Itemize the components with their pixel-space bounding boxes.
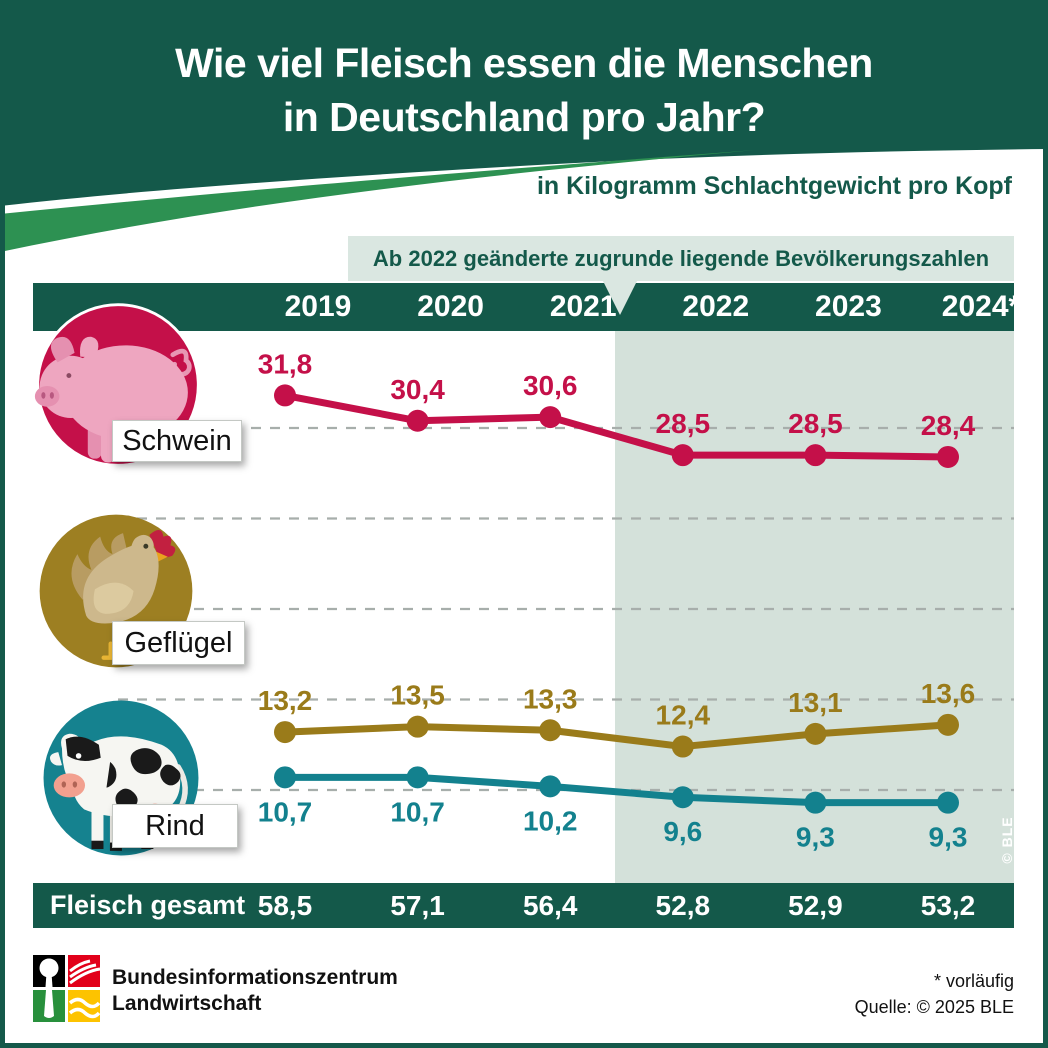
org-name-line1: Bundesinformationszentrum: [112, 966, 398, 989]
year-label-2020: 2020: [417, 290, 484, 323]
note-notch-pointer: [603, 281, 637, 315]
org-name-line2: Landwirtschaft: [112, 992, 262, 1015]
value-label-Rind-2020: 10,7: [390, 796, 445, 827]
total-value-2021: 56,4: [522, 890, 578, 921]
series-label-gefluegel: Geflügel: [112, 621, 245, 665]
population-note: Ab 2022 geänderte zugrunde liegende Bevö…: [348, 236, 1014, 281]
value-label-Schwein-2021: 30,6: [523, 370, 578, 401]
total-value-2024*: 53,2: [920, 890, 976, 921]
year-label-2019: 2019: [284, 290, 352, 323]
page-title-line1: Wie viel Fleisch essen die Menschen: [175, 40, 873, 86]
highlight-region-2022-2024: [615, 331, 1014, 883]
bzl-logo: [33, 955, 101, 1022]
value-label-Schwein-2019: 31,8: [258, 348, 313, 379]
data-point-Rind-2019: [274, 766, 296, 789]
chart-subtitle: in Kilogramm Schlachtgewicht pro Kopf: [536, 172, 1012, 200]
watermark-ble: © BLE: [999, 816, 1015, 864]
totals-label: Fleisch gesamt: [50, 890, 246, 920]
value-label-Schwein-2020: 30,4: [390, 374, 445, 405]
series-label-rind: Rind: [112, 804, 238, 848]
data-point-Schwein-2019: [274, 384, 296, 407]
data-point-Geflügel-2020: [406, 715, 429, 738]
org-name: Bundesinformationszentrum Landwirtschaft: [112, 965, 398, 1017]
value-label-Geflügel-2021: 13,3: [523, 683, 578, 714]
years-header-bar: 2019 2020 2021 2022 2023 2024*: [33, 283, 1020, 331]
data-point-Rind-2020: [406, 766, 429, 789]
page-title-line2: in Deutschland pro Jahr?: [282, 94, 766, 140]
header-swoosh: [0, 0, 1048, 252]
source-credit: Quelle: © 2025 BLE: [854, 997, 1014, 1017]
series-label-schwein: Schwein: [112, 420, 242, 462]
year-label-2023: 2023: [815, 290, 882, 323]
total-value-2020: 57,1: [390, 890, 445, 921]
total-value-2023: 52,9: [788, 890, 843, 921]
total-value-2022: 52,8: [655, 890, 711, 921]
preliminary-footnote: * vorläufig: [933, 971, 1014, 991]
data-point-Geflügel-2019: [274, 721, 296, 744]
data-point-Schwein-2020: [406, 409, 429, 432]
year-label-2024*: 2024*: [941, 290, 1021, 323]
value-label-Rind-2019: 10,7: [258, 796, 313, 827]
data-point-Geflügel-2021: [539, 719, 562, 742]
value-label-Rind-2021: 10,2: [523, 805, 578, 836]
value-label-Geflügel-2019: 13,2: [258, 685, 313, 716]
page-title: Wie viel Fleisch essen die Menschen in D…: [0, 36, 1048, 144]
year-label-2022: 2022: [682, 290, 750, 323]
data-point-Rind-2021: [539, 775, 562, 798]
value-label-Geflügel-2020: 13,5: [390, 680, 445, 711]
total-value-2019: 58,5: [257, 890, 313, 921]
data-point-Schwein-2021: [539, 406, 562, 429]
totals-bar: Fleisch gesamt 58,5 57,1 56,4 52,8 52,9 53,2: [33, 883, 1014, 928]
